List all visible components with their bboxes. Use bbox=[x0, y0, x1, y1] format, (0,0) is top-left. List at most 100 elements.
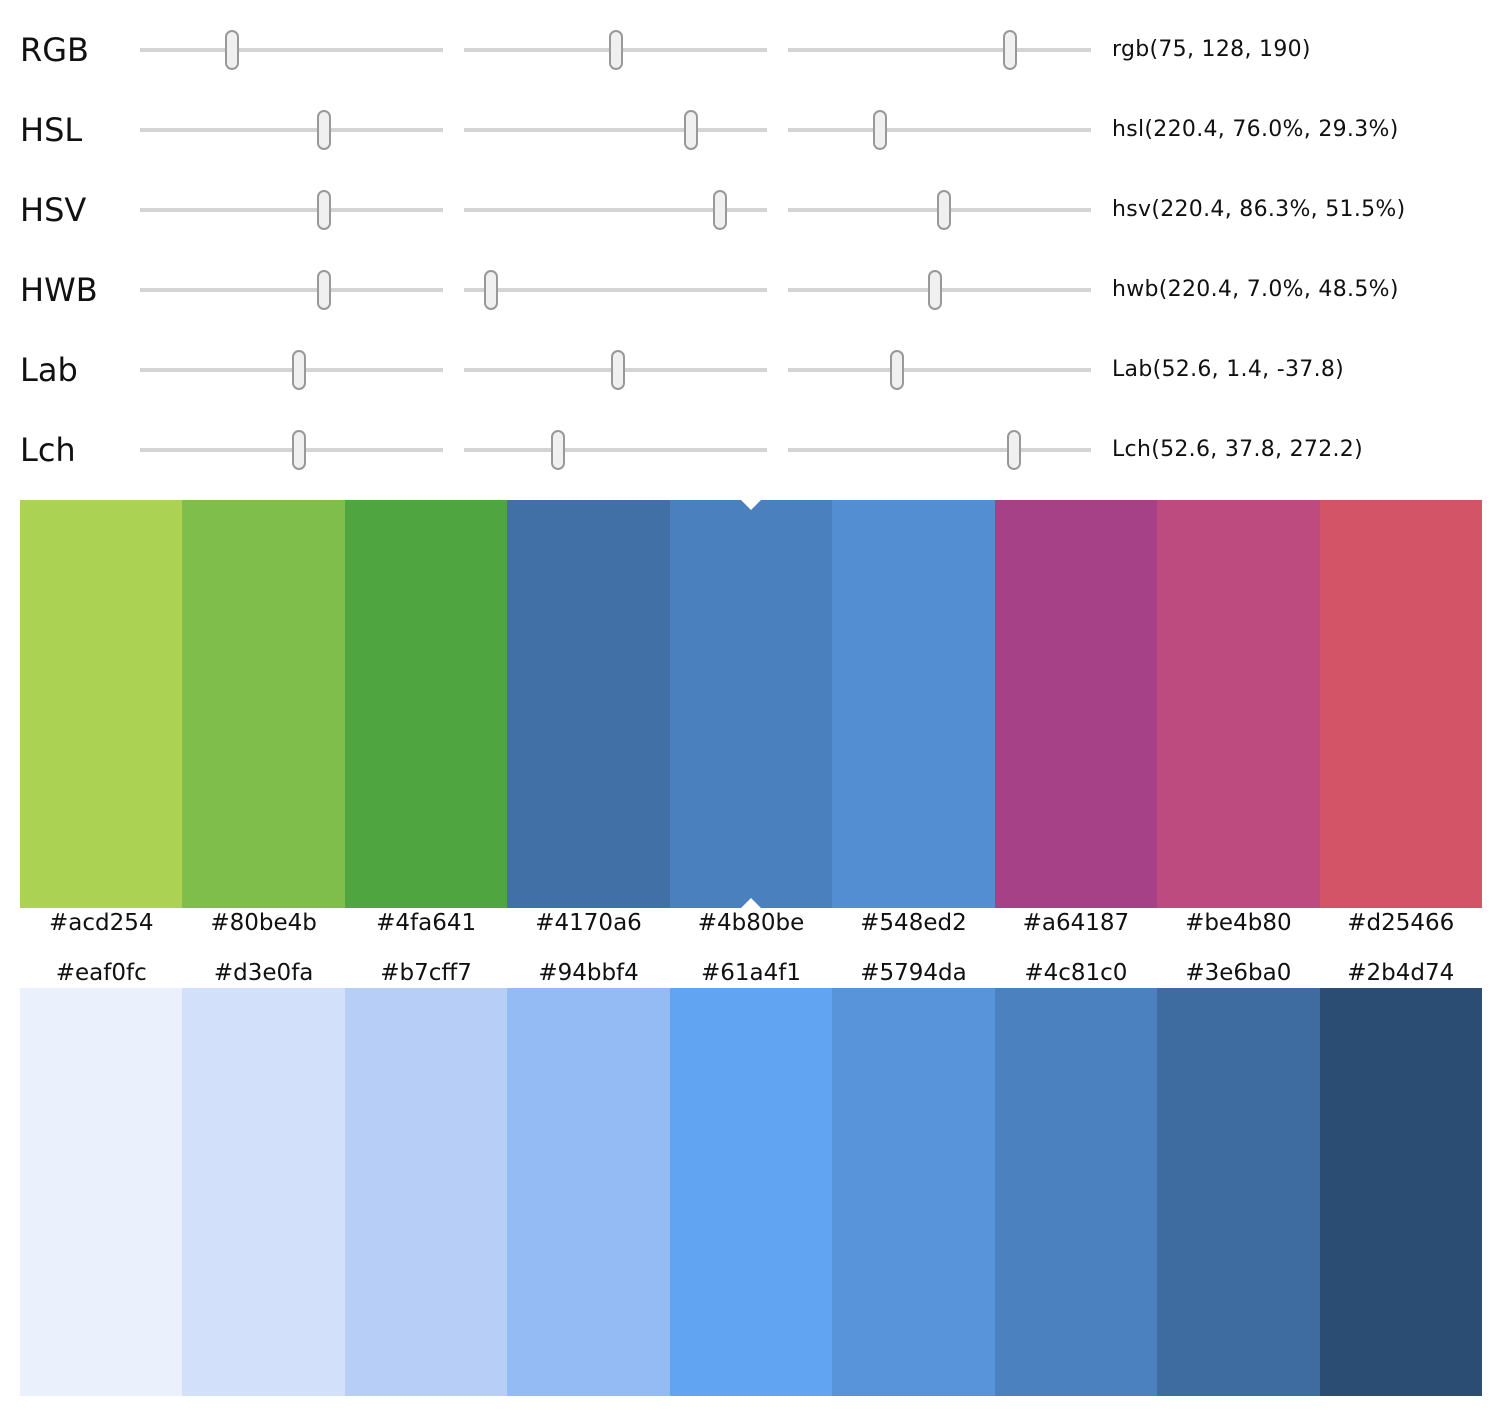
channel-slider[interactable] bbox=[464, 170, 767, 250]
shade-swatch[interactable] bbox=[182, 988, 346, 1396]
shade-swatch[interactable] bbox=[669, 988, 833, 1396]
slider-thumb[interactable] bbox=[1003, 30, 1018, 70]
palette-swatch[interactable] bbox=[20, 500, 183, 908]
channel-slider[interactable] bbox=[788, 170, 1091, 250]
palette-swatch[interactable] bbox=[669, 500, 833, 908]
channel-slider[interactable] bbox=[788, 410, 1091, 490]
slider-track[interactable] bbox=[140, 448, 443, 452]
channel-slider[interactable] bbox=[464, 330, 767, 410]
model-row-hsl: HSL hsl(220.4, 76.0%, 29.3%) bbox=[0, 90, 1501, 170]
slider-track[interactable] bbox=[140, 288, 443, 292]
model-label: HSV bbox=[20, 191, 87, 229]
slider-thumb[interactable] bbox=[316, 270, 331, 310]
model-row-hsv: HSV hsv(220.4, 86.3%, 51.5%) bbox=[0, 170, 1501, 250]
slider-track[interactable] bbox=[464, 448, 767, 452]
channel-slider[interactable] bbox=[140, 90, 443, 170]
palette-swatch[interactable] bbox=[832, 500, 996, 908]
model-row-hwb: HWB hwb(220.4, 7.0%, 48.5%) bbox=[0, 250, 1501, 330]
slider-thumb[interactable] bbox=[936, 190, 951, 230]
swatch-hex-label: #80be4b bbox=[210, 910, 317, 936]
slider-track[interactable] bbox=[140, 48, 443, 52]
model-label: Lch bbox=[20, 431, 76, 469]
palette-swatch[interactable] bbox=[344, 500, 508, 908]
slider-thumb[interactable] bbox=[225, 30, 239, 70]
shade-swatch[interactable] bbox=[507, 988, 671, 1396]
swatch-hex-label: #61a4f1 bbox=[700, 960, 801, 986]
shade-swatch[interactable] bbox=[20, 988, 183, 1396]
slider-track[interactable] bbox=[788, 368, 1091, 372]
channel-slider[interactable] bbox=[788, 90, 1091, 170]
swatch-hex-label: #4c81c0 bbox=[1024, 960, 1128, 986]
shade-swatch[interactable] bbox=[994, 988, 1158, 1396]
slider-track[interactable] bbox=[788, 48, 1091, 52]
slider-thumb[interactable] bbox=[550, 430, 565, 470]
palette-swatch[interactable] bbox=[994, 500, 1158, 908]
channel-slider[interactable] bbox=[140, 330, 443, 410]
channel-slider[interactable] bbox=[464, 90, 767, 170]
model-value-text: Lab(52.6, 1.4, -37.8) bbox=[1112, 357, 1345, 382]
slider-track[interactable] bbox=[140, 208, 443, 212]
swatch-hex-label: #2b4d74 bbox=[1347, 960, 1455, 986]
slider-thumb[interactable] bbox=[316, 110, 331, 150]
shade-swatch[interactable] bbox=[344, 988, 508, 1396]
model-row-rgb: RGB rgb(75, 128, 190) bbox=[0, 10, 1501, 90]
slider-track[interactable] bbox=[464, 288, 767, 292]
model-value-text: rgb(75, 128, 190) bbox=[1112, 37, 1311, 62]
swatch-hex-label: #4170a6 bbox=[535, 910, 642, 936]
palette-swatch[interactable] bbox=[507, 500, 671, 908]
swatch-hex-label: #d3e0fa bbox=[213, 960, 314, 986]
model-label: RGB bbox=[20, 31, 89, 69]
slider-track[interactable] bbox=[788, 448, 1091, 452]
model-row-lch: Lch Lch(52.6, 37.8, 272.2) bbox=[0, 410, 1501, 490]
channel-slider[interactable] bbox=[788, 330, 1091, 410]
channel-slider[interactable] bbox=[464, 10, 767, 90]
swatch-hex-label: #be4b80 bbox=[1185, 910, 1292, 936]
slider-thumb[interactable] bbox=[1006, 430, 1021, 470]
model-label: HSL bbox=[20, 111, 83, 149]
palette-swatch[interactable] bbox=[1319, 500, 1483, 908]
channel-slider[interactable] bbox=[140, 170, 443, 250]
slider-thumb[interactable] bbox=[292, 430, 306, 470]
swatch-hex-label: #a64187 bbox=[1022, 910, 1130, 936]
selected-marker-top bbox=[741, 500, 761, 510]
swatch-hex-label: #548ed2 bbox=[860, 910, 967, 936]
slider-thumb[interactable] bbox=[683, 110, 698, 150]
slider-thumb[interactable] bbox=[292, 350, 306, 390]
shade-swatch[interactable] bbox=[1157, 988, 1321, 1396]
channel-slider[interactable] bbox=[788, 10, 1091, 90]
model-value-text: hwb(220.4, 7.0%, 48.5%) bbox=[1112, 277, 1399, 302]
slider-track[interactable] bbox=[140, 368, 443, 372]
channel-slider[interactable] bbox=[788, 250, 1091, 330]
slider-thumb[interactable] bbox=[316, 190, 331, 230]
swatch-hex-label: #b7cff7 bbox=[380, 960, 472, 986]
swatch-hex-label: #d25466 bbox=[1347, 910, 1455, 936]
palette-swatch[interactable] bbox=[182, 500, 346, 908]
channel-slider[interactable] bbox=[140, 250, 443, 330]
slider-thumb[interactable] bbox=[484, 270, 499, 310]
swatch-hex-label: #acd254 bbox=[48, 910, 154, 936]
model-value-text: hsv(220.4, 86.3%, 51.5%) bbox=[1112, 197, 1406, 222]
model-value-text: Lch(52.6, 37.8, 272.2) bbox=[1112, 437, 1363, 462]
selected-marker-bottom bbox=[741, 898, 761, 908]
slider-thumb[interactable] bbox=[872, 110, 887, 150]
shade-swatch[interactable] bbox=[1319, 988, 1483, 1396]
slider-track[interactable] bbox=[788, 128, 1091, 132]
model-label: HWB bbox=[20, 271, 98, 309]
shade-swatch[interactable] bbox=[832, 988, 996, 1396]
slider-track[interactable] bbox=[140, 128, 443, 132]
channel-slider[interactable] bbox=[140, 10, 443, 90]
swatch-hex-label: #94bbf4 bbox=[538, 960, 639, 986]
slider-thumb[interactable] bbox=[928, 270, 943, 310]
palette-swatch[interactable] bbox=[1157, 500, 1321, 908]
slider-thumb[interactable] bbox=[713, 190, 728, 230]
slider-thumb[interactable] bbox=[890, 350, 905, 390]
slider-track[interactable] bbox=[464, 208, 767, 212]
channel-slider[interactable] bbox=[464, 410, 767, 490]
model-row-lab: Lab Lab(52.6, 1.4, -37.8) bbox=[0, 330, 1501, 410]
swatch-hex-label: #3e6ba0 bbox=[1185, 960, 1292, 986]
channel-slider[interactable] bbox=[140, 410, 443, 490]
channel-slider[interactable] bbox=[464, 250, 767, 330]
slider-thumb[interactable] bbox=[610, 350, 625, 390]
slider-track[interactable] bbox=[464, 128, 767, 132]
slider-thumb[interactable] bbox=[609, 30, 624, 70]
